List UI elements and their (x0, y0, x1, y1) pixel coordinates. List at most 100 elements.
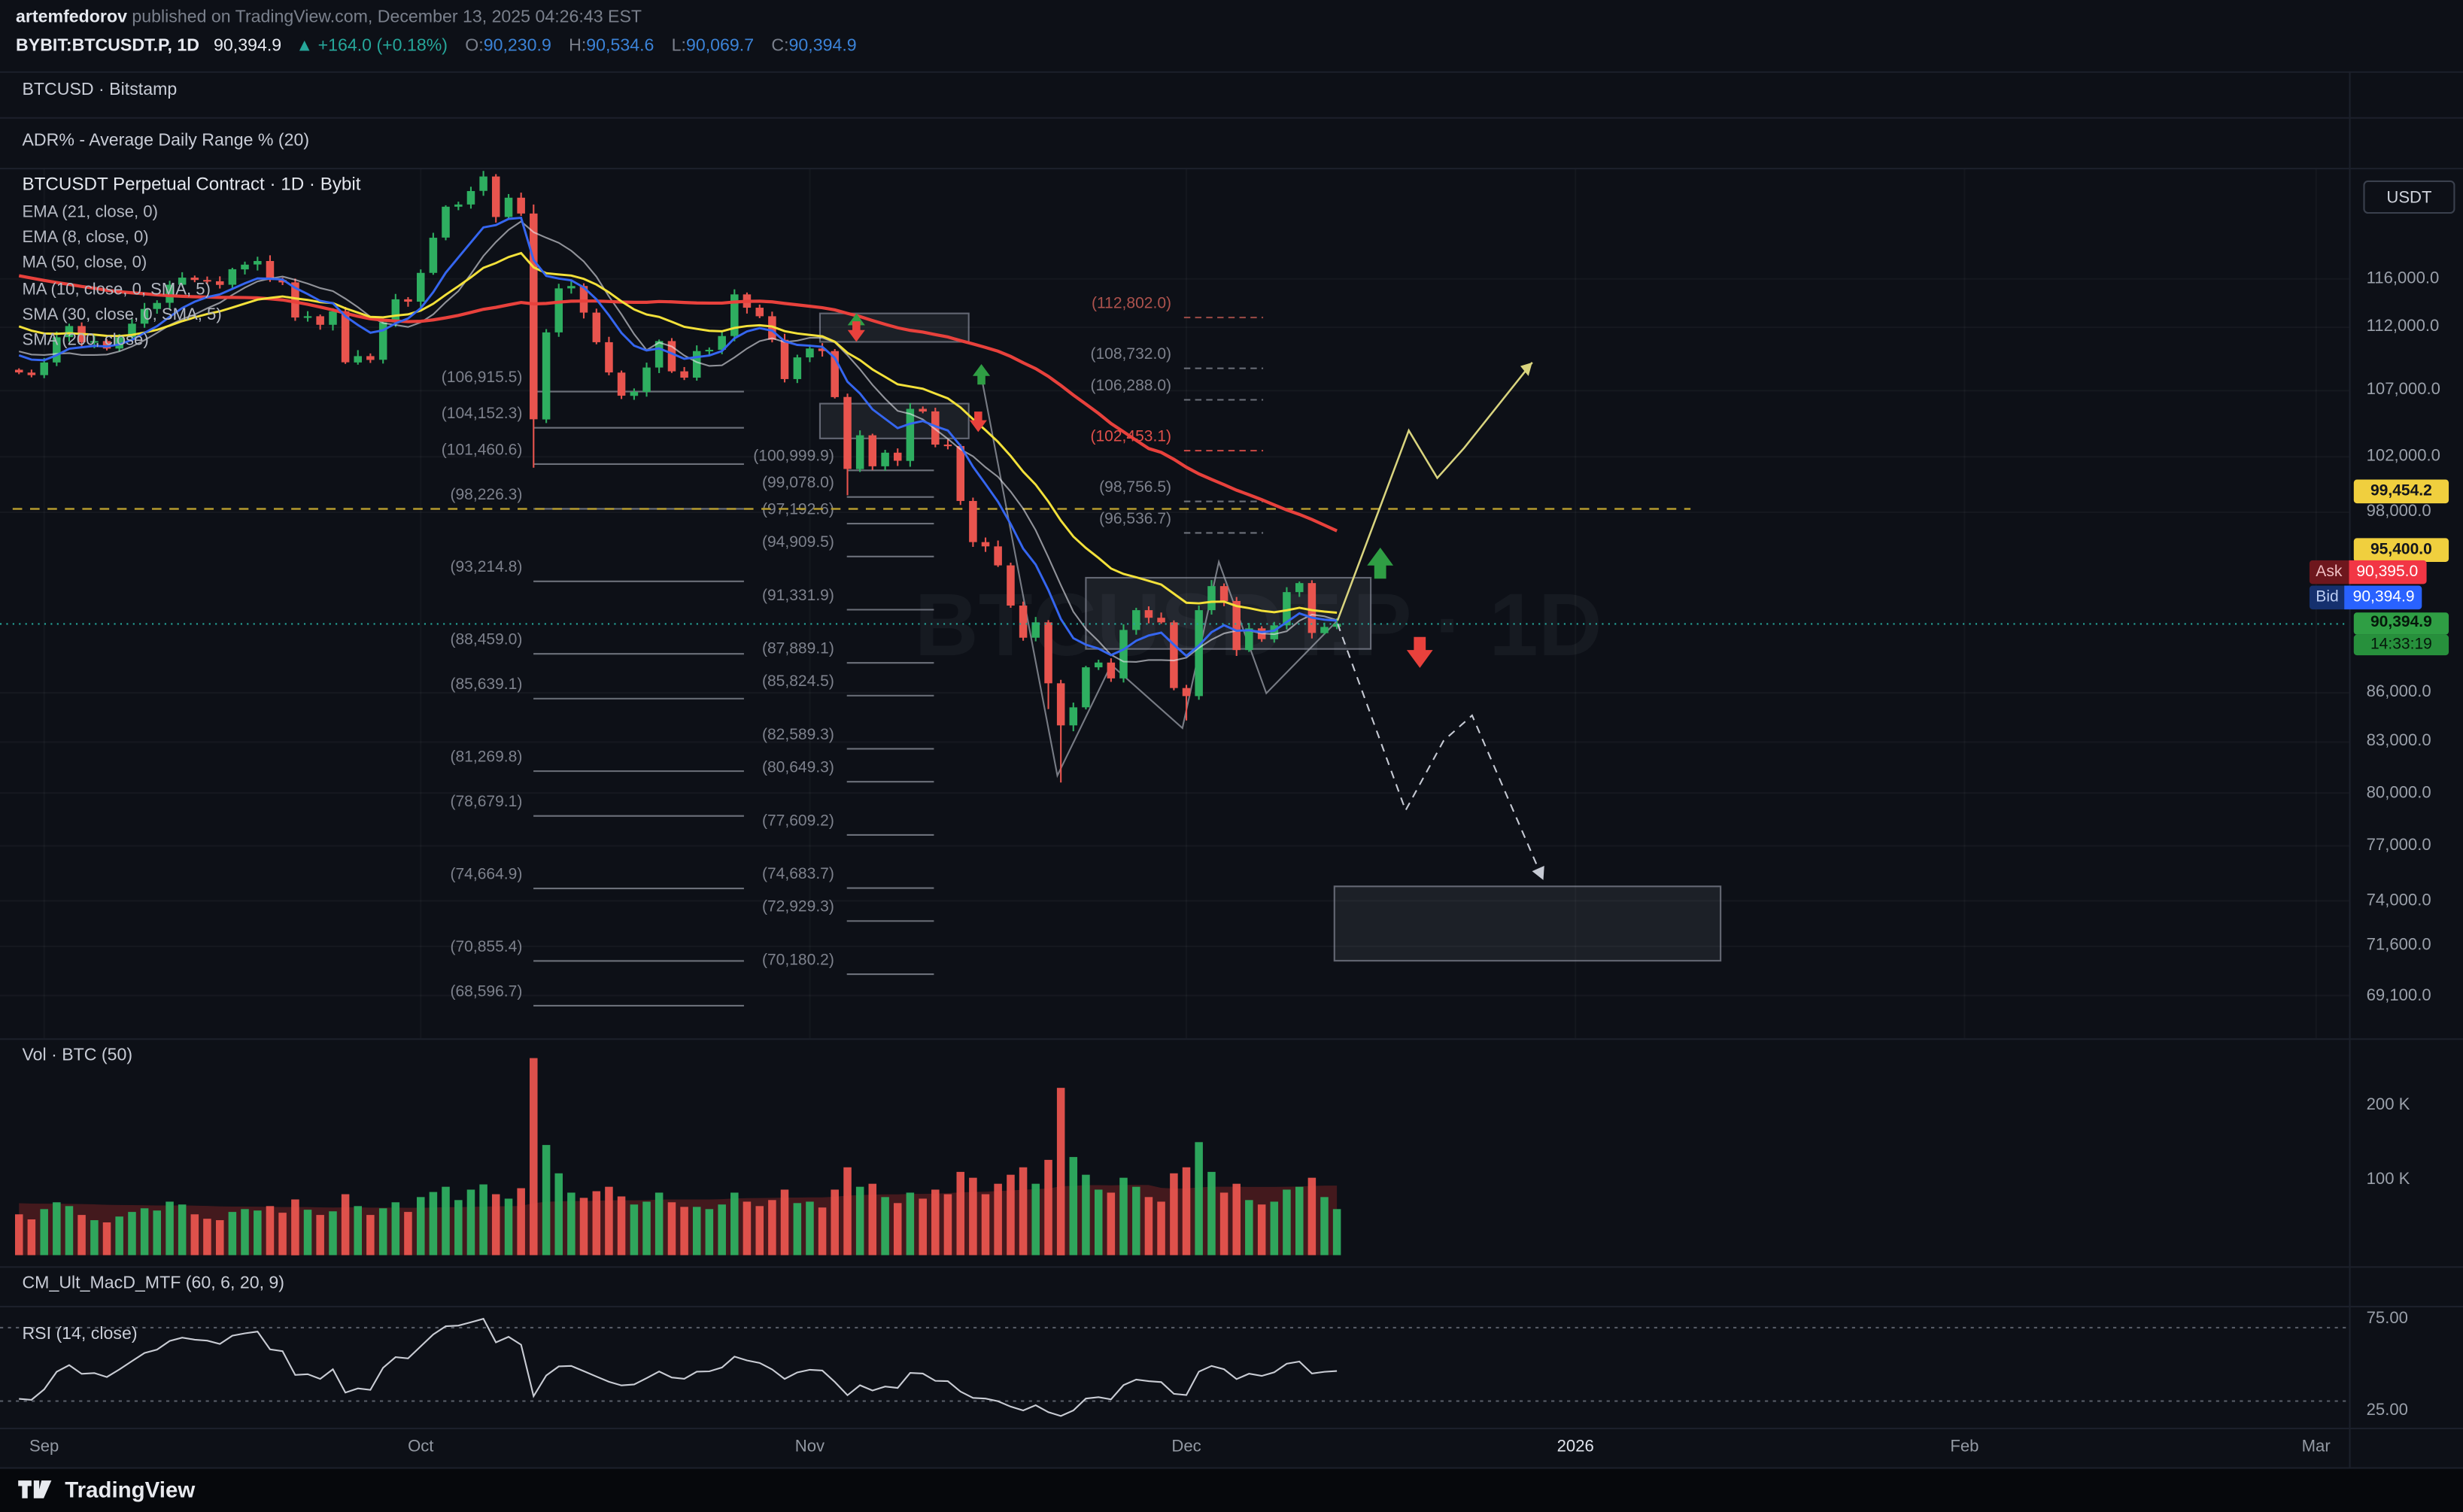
svg-text:(70,180.2): (70,180.2) (762, 951, 834, 968)
close-label: C: (771, 36, 789, 56)
main-pane-title[interactable]: BTCUSDT Perpetual Contract · 1D · Bybit (22, 175, 361, 195)
pane-separator[interactable] (0, 1305, 2463, 1307)
legend-row-ema8[interactable]: EMA (8, close, 0) (22, 228, 149, 247)
arrow-down-marker (1406, 636, 1433, 668)
svg-text:(85,639.1): (85,639.1) (450, 676, 522, 693)
low-label: L: (671, 36, 686, 56)
projection-up (1336, 362, 1533, 621)
volume-pane[interactable] (0, 1038, 2349, 1266)
legend-row-ma50[interactable]: MA (50, close, 0) (22, 254, 147, 273)
low-value: 90,069.7 (685, 36, 755, 56)
price-tick: 98,000.0 (2366, 502, 2431, 521)
countdown-badge: 14:33:19 (2353, 635, 2449, 656)
header-change: ▲ +164.0 (+0.18%) (296, 36, 448, 56)
ma10-line (18, 220, 1338, 663)
svg-text:(106,915.5): (106,915.5) (442, 369, 523, 386)
main-price-pane[interactable]: BTCUSDT.P · 1D(106,915.5)(104,152.3)(101… (0, 168, 2349, 1038)
pane-separator (0, 1427, 2463, 1430)
legend-row-sma30[interactable]: SMA (30, close, 0, SMA, 5) (22, 305, 222, 324)
svg-text:(68,596.7): (68,596.7) (450, 982, 522, 1000)
price-tick: 77,000.0 (2366, 835, 2431, 855)
time-axis-label: Mar (2301, 1437, 2331, 1456)
time-axis-label: Dec (1171, 1437, 1201, 1456)
price-tick: 86,000.0 (2366, 682, 2431, 702)
svg-text:(74,683.7): (74,683.7) (762, 865, 834, 882)
pane-label-volume[interactable]: Vol · BTC (50) (22, 1046, 133, 1066)
pane-separator[interactable] (0, 1038, 2463, 1040)
pane-separator[interactable] (0, 168, 2463, 170)
time-axis-label: 2026 (1556, 1437, 1594, 1456)
ma50-line (18, 274, 1338, 533)
price-tick: 83,000.0 (2366, 731, 2431, 751)
high-label: H: (569, 36, 587, 56)
author-name[interactable]: artemfedorov (16, 8, 127, 27)
tradingview-logo (18, 1480, 52, 1498)
price-axis[interactable]: USDT 116,000.0 112,000.0 107,000.0 102,000.… (2309, 71, 2463, 1469)
rsi-line (19, 1317, 1338, 1417)
pane-separator (0, 1467, 2463, 1469)
legend-row-sma200[interactable]: SMA (200, close) (22, 330, 149, 351)
svg-text:(106,288.0): (106,288.0) (1090, 377, 1171, 394)
projection-down (1336, 623, 1544, 881)
svg-text:(98,756.5): (98,756.5) (1099, 478, 1171, 496)
svg-text:(99,078.0): (99,078.0) (762, 474, 834, 491)
brand-name: TradingView (65, 1477, 196, 1502)
legend-row-ema21[interactable]: EMA (21, close, 0) (22, 202, 158, 222)
header: artemfedorov published on TradingView.co… (0, 0, 2463, 71)
pane-label-macd[interactable]: CM_Ult_MacD_MTF (60, 6, 20, 9) (22, 1274, 285, 1294)
svg-text:(80,649.3): (80,649.3) (762, 759, 834, 776)
svg-text:(91,331.9): (91,331.9) (762, 587, 834, 604)
arrow-down-marker (847, 321, 865, 342)
svg-text:(88,459.0): (88,459.0) (450, 631, 522, 648)
price-tick: 107,000.0 (2366, 380, 2440, 399)
symbol-title[interactable]: BYBIT:BTCUSDT.P, 1D (16, 36, 199, 56)
arrow-down-marker (969, 411, 987, 433)
open-label: O: (465, 36, 484, 56)
svg-text:(85,824.5): (85,824.5) (762, 673, 834, 690)
svg-text:(112,802.0): (112,802.0) (1092, 294, 1171, 311)
pane-label-bitstamp[interactable]: BTCUSD · Bitstamp (22, 80, 178, 100)
header-last-price: 90,394.9 (214, 36, 282, 56)
svg-text:(108,732.0): (108,732.0) (1090, 345, 1171, 363)
pane-separator (0, 71, 2463, 73)
arrow-up-marker (1367, 548, 1394, 579)
time-axis-label: Sep (29, 1437, 59, 1456)
time-axis-label: Nov (794, 1437, 825, 1456)
currency-button[interactable]: USDT (2363, 180, 2455, 214)
rsi-pane[interactable] (0, 1306, 2349, 1428)
legend-row-ma10[interactable]: MA (10, close, 0, SMA, 5) (22, 279, 211, 299)
volume-bars (14, 1058, 1341, 1255)
price-axis-separator (2349, 71, 2351, 1469)
ema8-line (18, 216, 1338, 657)
svg-text:(100,999.9): (100,999.9) (753, 448, 834, 465)
close-value: 90,394.9 (788, 36, 857, 56)
pane-separator[interactable] (0, 117, 2463, 119)
pane-label-rsi[interactable]: RSI (14, close) (22, 1325, 138, 1344)
volume-tick: 100 K (2366, 1169, 2410, 1189)
svg-text:(78,679.1): (78,679.1) (450, 793, 522, 810)
high-value: 90,534.6 (586, 36, 654, 56)
price-tick: 74,000.0 (2366, 890, 2431, 910)
svg-text:(72,929.3): (72,929.3) (762, 898, 834, 915)
pane-label-adr[interactable]: ADR% - Average Daily Range % (20) (22, 131, 310, 150)
drawing-box (818, 402, 970, 439)
chart-widget[interactable]: BTCUSD · Bitstamp ADR% - Average Daily R… (0, 71, 2463, 1469)
symbol-line: BYBIT:BTCUSDT.P, 1D 90,394.9 ▲ +164.0 (+… (16, 36, 857, 55)
price-alert-badge: 95,400.0 (2353, 537, 2449, 562)
ask-badge: Ask 90,395.0 (2309, 560, 2426, 584)
candle-bodies (14, 176, 1341, 726)
time-axis[interactable]: Sep Oct Nov Dec 2026 Feb Mar (0, 1428, 2349, 1469)
svg-text:(82,589.3): (82,589.3) (762, 726, 834, 743)
time-axis-label: Oct (408, 1437, 434, 1456)
svg-text:(94,909.5): (94,909.5) (762, 533, 834, 551)
svg-text:(96,536.7): (96,536.7) (1099, 510, 1171, 527)
svg-text:(74,664.9): (74,664.9) (450, 865, 522, 882)
price-tick: 71,600.0 (2366, 936, 2431, 955)
svg-text:(87,889.1): (87,889.1) (762, 640, 834, 657)
svg-text:(81,269.8): (81,269.8) (450, 748, 522, 765)
price-tick: 112,000.0 (2366, 317, 2440, 336)
tradingview-brand[interactable]: TradingView (16, 1477, 195, 1502)
pane-separator[interactable] (0, 1266, 2463, 1268)
price-tick: 69,100.0 (2366, 985, 2431, 1005)
